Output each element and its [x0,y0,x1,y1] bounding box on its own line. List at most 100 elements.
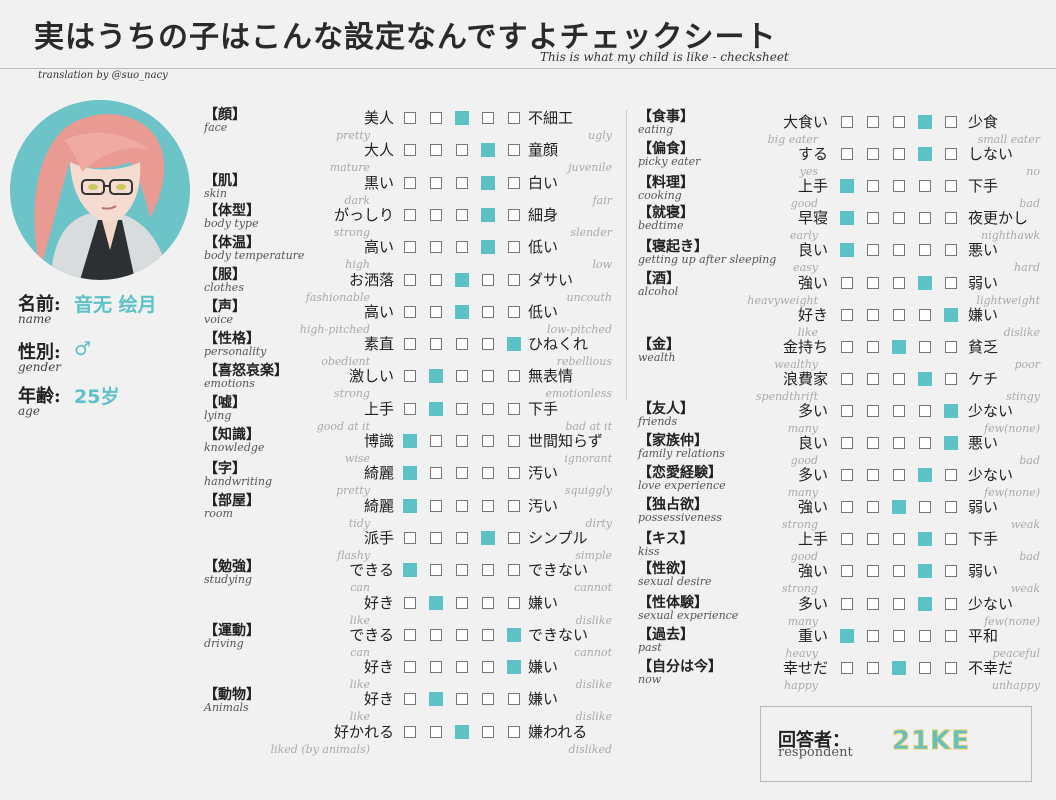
scale-checkbox[interactable] [919,212,931,224]
scale-checkbox[interactable] [482,274,494,286]
scale-checkbox[interactable] [841,405,853,417]
scale-checkbox[interactable] [455,305,469,319]
scale-checkbox[interactable] [918,597,932,611]
scale-checkbox[interactable] [508,500,520,512]
scale-checkbox[interactable] [482,564,494,576]
scale-checkbox[interactable] [867,180,879,192]
scale-checkbox[interactable] [404,403,416,415]
scale-checkbox[interactable] [482,500,494,512]
scale-checkbox[interactable] [456,370,468,382]
scale-checkbox[interactable] [404,338,416,350]
scale-checkbox[interactable] [404,112,416,124]
scale-checkbox[interactable] [893,277,905,289]
scale-checkbox[interactable] [841,116,853,128]
scale-checkbox[interactable] [944,308,958,322]
scale-checkbox[interactable] [430,467,442,479]
scale-checkbox[interactable] [404,726,416,738]
scale-checkbox[interactable] [508,306,520,318]
scale-checkbox[interactable] [945,533,957,545]
scale-checkbox[interactable] [482,467,494,479]
scale-checkbox[interactable] [403,434,417,448]
scale-checkbox[interactable] [481,176,495,190]
scale-checkbox[interactable] [456,177,468,189]
scale-checkbox[interactable] [918,372,932,386]
scale-checkbox[interactable] [841,565,853,577]
scale-checkbox[interactable] [456,144,468,156]
scale-checkbox[interactable] [430,629,442,641]
scale-checkbox[interactable] [482,726,494,738]
scale-checkbox[interactable] [841,533,853,545]
scale-checkbox[interactable] [893,244,905,256]
scale-checkbox[interactable] [945,341,957,353]
scale-checkbox[interactable] [456,467,468,479]
scale-checkbox[interactable] [867,437,879,449]
scale-checkbox[interactable] [430,661,442,673]
scale-checkbox[interactable] [841,469,853,481]
scale-checkbox[interactable] [919,180,931,192]
scale-checkbox[interactable] [481,143,495,157]
scale-checkbox[interactable] [841,501,853,513]
scale-checkbox[interactable] [893,565,905,577]
scale-checkbox[interactable] [482,693,494,705]
scale-checkbox[interactable] [404,209,416,221]
scale-checkbox[interactable] [456,241,468,253]
scale-checkbox[interactable] [944,404,958,418]
scale-checkbox[interactable] [945,180,957,192]
scale-checkbox[interactable] [508,403,520,415]
scale-checkbox[interactable] [841,373,853,385]
scale-checkbox[interactable] [482,597,494,609]
scale-checkbox[interactable] [841,437,853,449]
scale-checkbox[interactable] [918,468,932,482]
scale-checkbox[interactable] [456,564,468,576]
scale-checkbox[interactable] [508,209,520,221]
scale-checkbox[interactable] [893,180,905,192]
scale-checkbox[interactable] [892,500,906,514]
scale-checkbox[interactable] [507,337,521,351]
scale-checkbox[interactable] [944,436,958,450]
scale-checkbox[interactable] [430,726,442,738]
scale-checkbox[interactable] [867,662,879,674]
scale-checkbox[interactable] [508,726,520,738]
scale-checkbox[interactable] [919,662,931,674]
scale-checkbox[interactable] [481,240,495,254]
scale-checkbox[interactable] [430,274,442,286]
scale-checkbox[interactable] [508,274,520,286]
scale-checkbox[interactable] [508,564,520,576]
scale-checkbox[interactable] [893,437,905,449]
scale-checkbox[interactable] [430,564,442,576]
scale-checkbox[interactable] [508,597,520,609]
scale-checkbox[interactable] [482,112,494,124]
scale-checkbox[interactable] [919,405,931,417]
scale-checkbox[interactable] [508,693,520,705]
scale-checkbox[interactable] [455,111,469,125]
scale-checkbox[interactable] [892,661,906,675]
scale-checkbox[interactable] [455,725,469,739]
scale-checkbox[interactable] [919,341,931,353]
scale-checkbox[interactable] [430,532,442,544]
scale-checkbox[interactable] [867,212,879,224]
scale-checkbox[interactable] [841,598,853,610]
scale-checkbox[interactable] [841,277,853,289]
scale-checkbox[interactable] [403,466,417,480]
scale-checkbox[interactable] [918,147,932,161]
scale-checkbox[interactable] [893,309,905,321]
scale-checkbox[interactable] [945,212,957,224]
scale-checkbox[interactable] [867,469,879,481]
scale-checkbox[interactable] [430,338,442,350]
scale-checkbox[interactable] [919,630,931,642]
scale-checkbox[interactable] [430,144,442,156]
scale-checkbox[interactable] [481,208,495,222]
scale-checkbox[interactable] [840,179,854,193]
scale-checkbox[interactable] [867,244,879,256]
scale-checkbox[interactable] [429,369,443,383]
scale-checkbox[interactable] [867,309,879,321]
scale-checkbox[interactable] [893,405,905,417]
scale-checkbox[interactable] [867,533,879,545]
scale-checkbox[interactable] [867,598,879,610]
scale-checkbox[interactable] [455,273,469,287]
scale-checkbox[interactable] [945,565,957,577]
scale-checkbox[interactable] [404,274,416,286]
scale-checkbox[interactable] [867,565,879,577]
scale-checkbox[interactable] [404,629,416,641]
scale-checkbox[interactable] [945,630,957,642]
